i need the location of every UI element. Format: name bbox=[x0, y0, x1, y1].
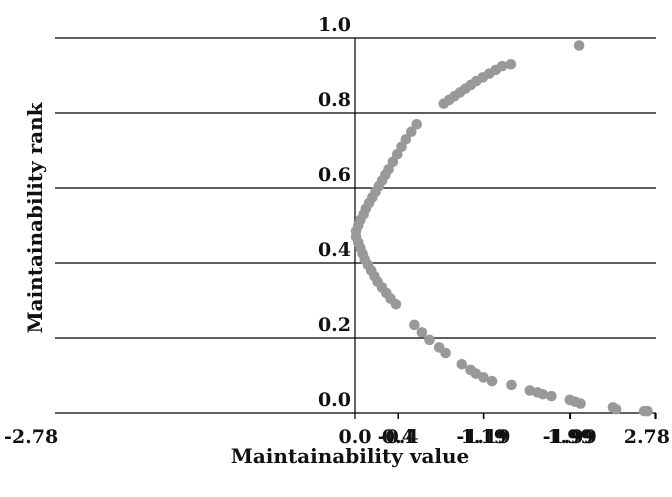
data-points bbox=[350, 40, 653, 417]
data-point bbox=[505, 58, 517, 70]
data-point bbox=[409, 319, 420, 331]
data-point bbox=[638, 405, 650, 417]
data-point bbox=[411, 118, 423, 130]
data-point bbox=[486, 375, 498, 387]
data-point bbox=[400, 133, 412, 145]
y-axis-title: Maintainability rank bbox=[23, 101, 47, 333]
data-point bbox=[424, 334, 435, 346]
x-tick-label: -1.19 bbox=[456, 426, 510, 448]
x-axis-title: Maintainability value bbox=[231, 444, 470, 468]
data-point bbox=[573, 40, 585, 51]
data-point bbox=[506, 379, 517, 391]
x-tick-label: 0.4 bbox=[382, 426, 415, 448]
y-tick-label: 0.2 bbox=[318, 314, 351, 336]
y-tick-label: 0.8 bbox=[318, 89, 351, 111]
y-tick-label: 0.4 bbox=[318, 239, 351, 261]
x-tick-label: 0.0 bbox=[338, 426, 371, 448]
data-point bbox=[416, 327, 428, 338]
y-tick-label: 1.0 bbox=[318, 14, 351, 36]
x-tick-label: -1.99 bbox=[543, 426, 597, 448]
data-point bbox=[433, 342, 445, 353]
x-tick-label: 1.19 bbox=[461, 426, 507, 448]
x-tick-labels: -2.78 -1.99 -1.19 -0.4 0.0 0.4 1.19 1.99 2.78 bbox=[4, 426, 670, 448]
data-point bbox=[496, 60, 508, 72]
data-point bbox=[524, 385, 536, 396]
data-point bbox=[546, 390, 557, 402]
axes bbox=[354, 38, 657, 419]
data-point bbox=[406, 126, 417, 138]
x-tick-label: -0.4 bbox=[378, 426, 419, 448]
x-tick-label: 2.78 bbox=[624, 426, 670, 448]
data-point bbox=[564, 394, 576, 406]
data-point bbox=[607, 402, 619, 413]
y-tick-labels: 0.0 0.2 0.4 0.6 0.8 1.0 bbox=[318, 14, 351, 411]
y-tick-label: 0.6 bbox=[318, 164, 351, 186]
data-point bbox=[456, 358, 468, 370]
x-tick-label: 1.99 bbox=[547, 426, 593, 448]
x-tick-label: -2.78 bbox=[4, 426, 58, 448]
y-tick-label: 0.0 bbox=[318, 389, 351, 411]
data-point bbox=[465, 364, 476, 376]
